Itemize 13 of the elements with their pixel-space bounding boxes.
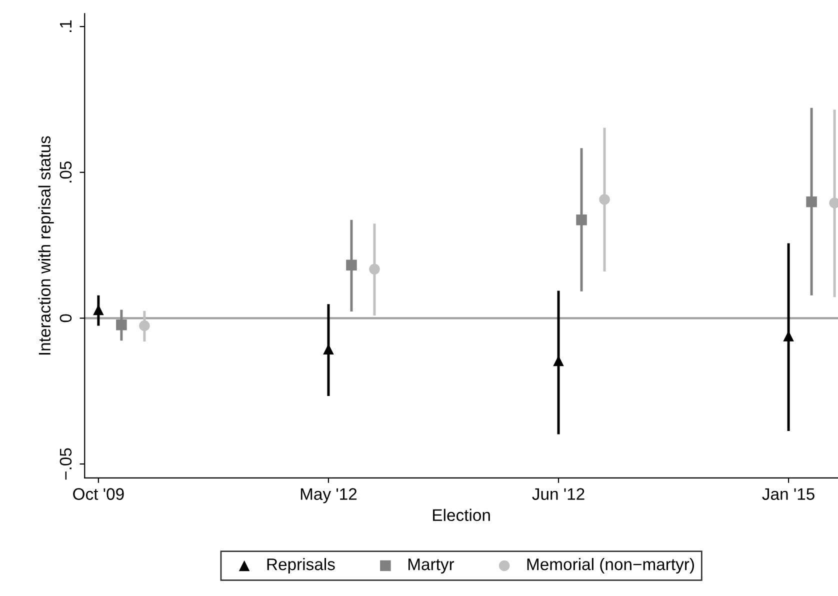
x-tick-label: Jun '12 xyxy=(532,488,584,500)
y-tick-label: 0 xyxy=(60,314,72,322)
x-axis-title: Election xyxy=(433,508,490,522)
x-tick-label: Oct '09 xyxy=(73,488,124,500)
x-tick-label: May '12 xyxy=(300,488,357,504)
legend-label: Martyr xyxy=(408,558,454,574)
y-tick-label: .1 xyxy=(60,20,72,32)
legend-label: Memorial (non−martyr) xyxy=(527,558,694,574)
y-tick-label: −.05 xyxy=(60,448,72,480)
legend-label: Reprisals xyxy=(267,558,335,574)
y-axis-title: Interaction with reprisal status xyxy=(38,136,54,355)
x-tick-label: Jan '15 xyxy=(762,488,814,500)
y-tick-label: .05 xyxy=(60,161,72,182)
